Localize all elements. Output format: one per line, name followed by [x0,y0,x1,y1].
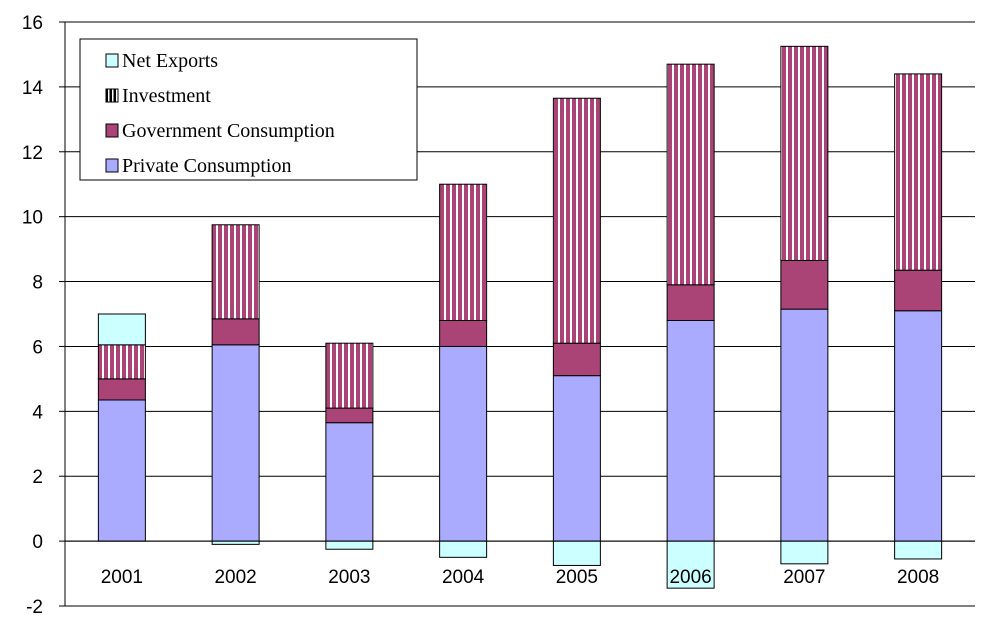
x-tick-label: 2007 [783,567,825,588]
bar-government-consumption-2003 [325,407,374,424]
x-tick-label: 2003 [328,567,370,588]
bar-private-consumption-2001 [97,399,146,542]
bar-investment-2003 [325,342,374,409]
bar-private-consumption-2008 [894,310,943,542]
bar-investment-2002 [211,224,260,320]
y-tick-label: 10 [22,208,43,229]
bar-investment-2005 [552,97,601,344]
y-tick-label: 16 [22,13,43,34]
bar-net-exports-2007 [780,540,829,565]
legend-label: Investment [122,85,211,107]
x-tick-label: 2005 [556,567,598,588]
bars [97,45,943,589]
bar-government-consumption-2006 [666,284,715,321]
legend: Net Exports Investment Government Consumpt… [79,38,418,181]
bar-government-consumption-2004 [439,319,488,347]
x-tick-label: 2004 [442,567,485,588]
x-tick-label: 2002 [214,567,256,588]
legend-swatch-net-exports [105,53,119,68]
x-tick-label: 2006 [669,567,711,588]
legend-swatch-investment [105,88,119,103]
bar-government-consumption-2007 [780,259,829,310]
bar-net-exports-2003 [325,540,374,550]
y-tick-label: 4 [32,402,43,423]
y-tick-label: 8 [32,273,43,294]
x-tick-label: 2008 [897,567,939,588]
bar-investment-2006 [666,63,715,286]
bar-net-exports-2004 [439,540,488,558]
bar-government-consumption-2002 [211,318,260,346]
bar-private-consumption-2003 [325,422,374,542]
bar-net-exports-2005 [552,540,601,566]
y-tick-label: 0 [32,532,43,553]
legend-box [79,38,418,181]
bar-net-exports-2006 [666,540,715,589]
bar-government-consumption-2008 [894,269,943,312]
bar-investment-2004 [439,183,488,321]
legend-swatch-private-consumption [105,158,119,173]
bar-private-consumption-2004 [439,345,488,542]
y-tick-label: -2 [26,597,43,614]
legend-swatch-government-consumption [105,123,119,138]
bar-investment-2007 [780,45,829,261]
bar-government-consumption-2005 [552,342,601,377]
legend-label: Net Exports [122,50,218,72]
bar-investment-2001 [97,344,146,380]
bar-private-consumption-2007 [780,308,829,542]
legend-label: Private Consumption [122,155,291,177]
axes: -2 0 2 4 6 8 10 12 14 16 2001 2002 2003 2004 2005 2006 2… [22,13,975,618]
bar-investment-2008 [894,73,943,271]
bar-private-consumption-2002 [211,344,260,542]
bar-private-consumption-2006 [666,319,715,542]
bar-government-consumption-2001 [97,378,146,401]
legend-label: Government Consumption [122,120,335,142]
y-tick-label: 6 [32,337,43,358]
y-tick-label: 12 [22,143,43,164]
bar-private-consumption-2005 [552,375,601,542]
bar-net-exports-2001 [97,313,146,346]
bar-net-exports-2008 [894,540,943,560]
x-tick-label: 2001 [101,567,143,588]
y-tick-label: 2 [32,467,43,488]
y-tick-label: 14 [22,78,44,99]
